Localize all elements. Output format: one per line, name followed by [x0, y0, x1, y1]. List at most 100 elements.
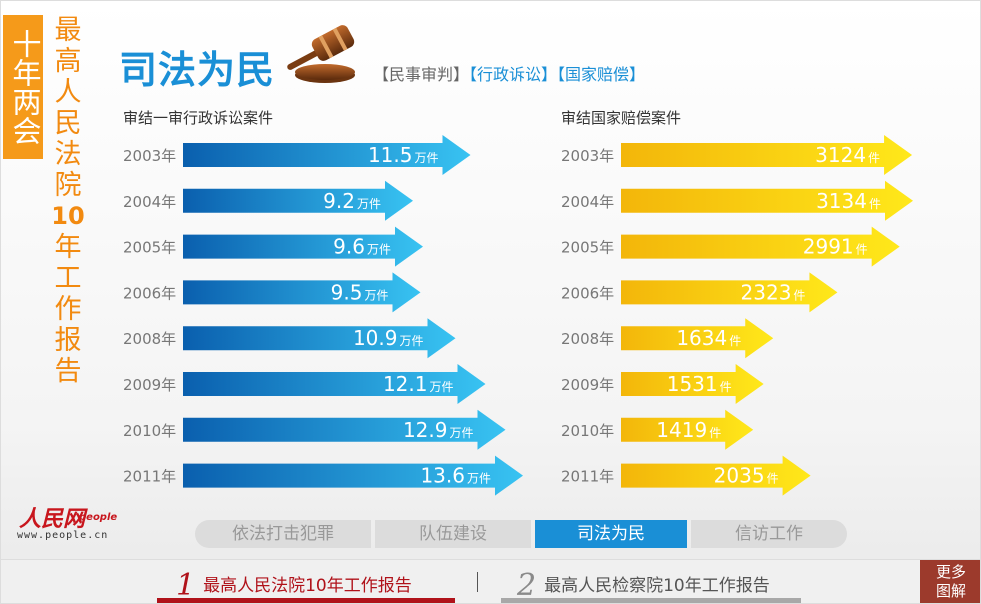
more-label-line2: 图解 — [935, 582, 966, 600]
value-number: 2991 — [803, 235, 854, 259]
value-label: 1419 件 — [656, 418, 721, 442]
bar-arrow — [183, 180, 413, 221]
more-label-line1: 更多 — [935, 563, 966, 581]
report-link-procuratorate[interactable]: 2 最高人民检察院10年工作报告 — [517, 568, 770, 603]
bar-arrow — [621, 226, 900, 267]
value-unit: 件 — [767, 472, 779, 486]
report-number: 2 — [517, 568, 537, 603]
bar-arrow — [183, 226, 423, 267]
value-number: 3124 — [815, 143, 866, 167]
gavel-icon — [287, 25, 355, 83]
category-label: 2010年 — [561, 422, 614, 440]
value-label: 10.9 万件 — [353, 326, 424, 350]
value-label: 9.5 万件 — [331, 280, 389, 304]
value-number: 9.6 — [333, 235, 365, 259]
value-label: 2035 件 — [714, 464, 779, 488]
value-unit: 万件 — [367, 243, 391, 257]
tab-crime[interactable]: 依法打击犯罪 — [195, 520, 371, 548]
report-vertical-title: 最高人民法院 10 年工作报告 — [51, 15, 85, 387]
value-label: 2323 件 — [741, 280, 806, 304]
topic-links: 【民事审判】【行政诉讼】【国家赔偿】 — [373, 61, 645, 85]
page-title: 司法为民 — [119, 48, 276, 92]
value-number: 2323 — [741, 280, 792, 304]
title-char: 告 — [54, 356, 82, 387]
value-number: 1634 — [676, 326, 727, 350]
chart-left-title: 审结一审行政诉讼案件 — [123, 109, 274, 127]
bar-arrow — [621, 364, 764, 404]
value-number: 3134 — [816, 189, 867, 213]
tab-team[interactable]: 队伍建设 — [375, 520, 531, 548]
logo-brand-en: people — [79, 512, 118, 523]
title-char: 10 — [51, 202, 85, 230]
logo-url: www.people.cn — [17, 530, 109, 541]
value-label: 3124 件 — [815, 143, 880, 167]
title-char: 民 — [54, 108, 82, 139]
report-link-court[interactable]: 1 最高人民法院10年工作报告 — [176, 568, 412, 603]
value-unit: 万件 — [414, 151, 438, 165]
value-unit: 件 — [856, 243, 868, 257]
value-number: 2035 — [714, 464, 765, 488]
tab-justice-for-people[interactable]: 司法为民 — [535, 520, 687, 548]
bar-arrow — [621, 272, 838, 313]
bar-arrow — [621, 135, 913, 175]
report-court-underline — [157, 598, 455, 603]
tab-petition[interactable]: 信访工作 — [691, 520, 847, 548]
value-unit: 万件 — [429, 380, 453, 394]
title-char: 高 — [54, 46, 82, 77]
report-procuratorate-underline — [501, 598, 801, 603]
value-number: 9.2 — [323, 189, 355, 213]
title-char: 报 — [54, 325, 82, 356]
title-char: 年 — [54, 232, 82, 263]
category-label: 2005年 — [123, 239, 176, 257]
divider — [477, 572, 478, 592]
value-unit: 万件 — [357, 197, 381, 211]
bar-arrow — [183, 455, 523, 496]
chart-right-title: 审结国家赔偿案件 — [561, 109, 682, 127]
value-label: 3134 件 — [816, 189, 881, 213]
bar-arrow — [183, 135, 471, 175]
title-char: 工 — [54, 263, 82, 294]
category-label: 2011年 — [561, 468, 614, 486]
category-label: 2011年 — [123, 468, 176, 486]
bar-arrow — [183, 272, 421, 313]
title-char: 院 — [54, 170, 82, 201]
category-label: 2003年 — [561, 147, 614, 165]
topic-link-civil[interactable]: 【民事审判】 — [373, 65, 470, 84]
category-label: 2009年 — [123, 376, 176, 394]
report-number: 1 — [176, 568, 196, 603]
category-label: 2009年 — [561, 376, 614, 394]
series-tab-label[interactable]: 十年两会 — [3, 15, 43, 159]
bar-arrow — [621, 455, 811, 496]
section-tabs: 依法打击犯罪 队伍建设 司法为民 信访工作 — [195, 520, 847, 548]
value-unit: 件 — [868, 151, 880, 165]
title-char: 作 — [54, 294, 82, 325]
value-label: 9.2 万件 — [323, 189, 381, 213]
value-label: 11.5 万件 — [368, 143, 439, 167]
value-unit: 万件 — [364, 288, 388, 302]
topic-link-administrative[interactable]: 【行政诉讼】 — [469, 65, 558, 84]
category-label: 2006年 — [123, 284, 176, 302]
value-label: 2991 件 — [803, 235, 868, 259]
value-unit: 万件 — [467, 472, 491, 486]
value-number: 9.5 — [331, 280, 363, 304]
value-label: 1531 件 — [667, 372, 732, 396]
people-logo[interactable]: 人民网 people www.people.cn — [17, 501, 127, 545]
value-label: 1634 件 — [676, 326, 741, 350]
report-label: 最高人民检察院10年工作报告 — [544, 576, 770, 596]
topic-link-compensation[interactable]: 【国家赔偿】 — [557, 65, 646, 84]
title-char: 最 — [54, 15, 82, 46]
value-label: 9.6 万件 — [333, 235, 391, 259]
category-label: 2005年 — [561, 239, 614, 257]
bar-arrow — [183, 318, 456, 359]
category-label: 2010年 — [123, 422, 176, 440]
value-unit: 万件 — [449, 426, 473, 440]
value-number: 12.9 — [403, 418, 448, 442]
bar-arrow — [183, 409, 506, 450]
more-infographics-button[interactable]: 更多 图解 — [920, 560, 980, 603]
category-label: 2004年 — [123, 193, 176, 211]
value-unit: 件 — [869, 197, 881, 211]
value-number: 13.6 — [420, 464, 465, 488]
bottom-bar: 1 最高人民法院10年工作报告 2 最高人民检察院10年工作报告 更多 图解 — [1, 559, 980, 603]
